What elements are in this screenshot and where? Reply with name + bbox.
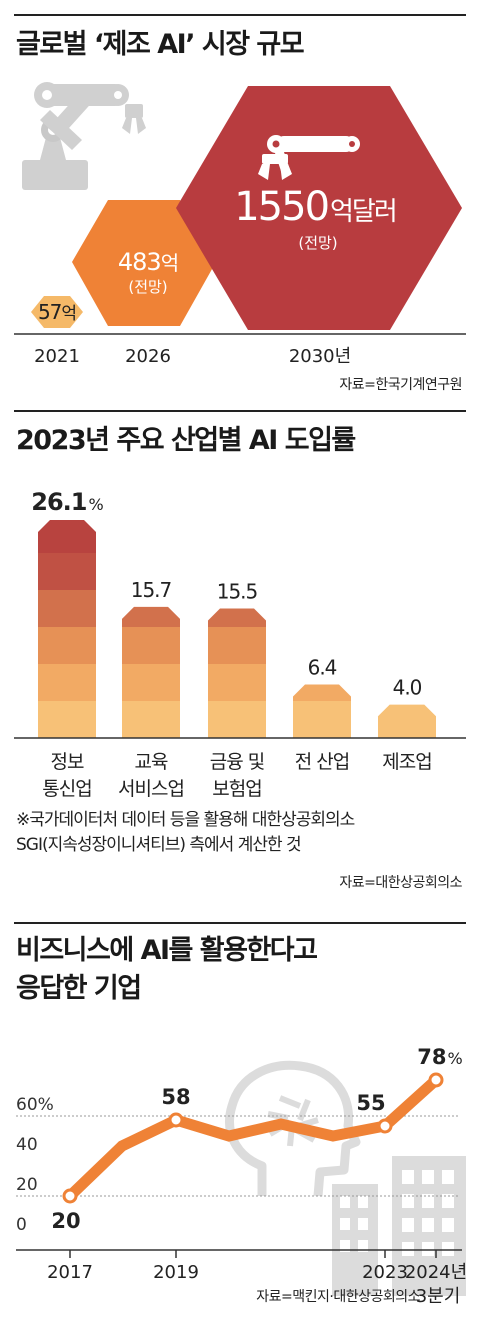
x-tick-label: 2024년 3분기 (405, 1262, 467, 1307)
section-rule (14, 410, 466, 412)
bar-5 (378, 704, 436, 738)
bar-1 (38, 520, 96, 738)
y-tick-label: 0 (16, 1215, 27, 1235)
y-tick-label: 40 (16, 1135, 38, 1155)
x-tick-label: 2023 (362, 1262, 408, 1283)
value-label: 15.7 (131, 578, 172, 602)
business-ai-usage-section: 비즈니스에 AI를 활용한다고 응답한 기업 (0, 920, 480, 1324)
x-tick-label: 2017 (47, 1262, 93, 1283)
value-label-2021: 57억 (38, 300, 76, 324)
year-label-2026: 2026 (125, 346, 171, 367)
data-label: 55 (356, 1091, 385, 1115)
data-point (428, 1072, 444, 1088)
category-label: 금융 및 보험업 (210, 751, 265, 798)
data-label: 78% (417, 1045, 462, 1069)
bar-4 (293, 684, 351, 738)
building-icon (332, 1156, 466, 1296)
data-point (168, 1112, 184, 1128)
category-label: 전 산업 (295, 751, 349, 773)
y-tick-label: 60% (16, 1095, 54, 1115)
market-chart-title: 글로벌 ‘제조 AI’ 시장 규모 (16, 29, 305, 60)
adoption-source: 자료=대한상공회의소 (339, 875, 462, 891)
category-label: 교육 서비스업 (118, 751, 184, 798)
market-hexagon-chart: 57억 483억 (전망) 1550억달러 (전망) 2021 2026 203… (14, 82, 466, 367)
section-rule (14, 922, 466, 924)
hexagon-2021 (31, 296, 83, 328)
adoption-note: ※국가데이터처 데이터 등을 활용해 대한상공회의소 SGI(지속성장이니셔티브… (16, 808, 355, 858)
bar-2 (122, 606, 180, 738)
value-label-2026: 483억 (118, 248, 178, 276)
year-label-2030: 2030년 (289, 346, 351, 367)
bar-3 (208, 608, 266, 738)
ai-adoption-section: 2023년 주요 산업별 AI 도입률 26.1% 정보 통신업 15.7 교육 서비스업… (0, 400, 480, 920)
value-label-2030: 1550억달러 (234, 184, 396, 230)
robot-arm-icon (22, 82, 146, 190)
usage-title-line-1: 비즈니스에 AI를 활용한다고 (16, 935, 318, 966)
value-label: 6.4 (308, 656, 337, 680)
usage-source: 자료=맥킨지·대한상공회의소 (256, 1289, 420, 1305)
adoption-chart-title: 2023년 주요 산업별 AI 도입률 (16, 425, 356, 456)
market-source: 자료=한국기계연구원 (339, 377, 462, 393)
series-line (66, 1075, 440, 1200)
robot-arm-icon-white (258, 135, 360, 180)
hexagon-2030 (176, 86, 462, 330)
category-label: 제조업 (382, 751, 431, 773)
value-label: 4.0 (393, 676, 422, 700)
usage-chart-title: 비즈니스에 AI를 활용한다고 응답한 기업 (16, 932, 318, 1008)
adoption-note-line-1: ※국가데이터처 데이터 등을 활용해 대한상공회의소 (16, 810, 355, 830)
usage-title-line-2: 응답한 기업 (16, 973, 142, 1004)
y-tick-label: 20 (16, 1175, 38, 1195)
adoption-note-line-2: SGI(지속성장이니셔티브) 측에서 계산한 것 (16, 835, 302, 855)
value-label: 26.1% (31, 488, 103, 516)
category-label: 정보 통신업 (42, 751, 91, 798)
forecast-note-2026: (전망) (128, 278, 167, 296)
x-tick-label: 2019 (153, 1262, 199, 1283)
value-label: 15.5 (217, 580, 258, 604)
data-point (62, 1188, 78, 1204)
hexagon-2026 (72, 200, 216, 326)
data-point (377, 1118, 393, 1134)
manufacturing-ai-market-section: 글로벌 ‘제조 AI’ 시장 규모 57억 483억 (전망) (0, 0, 480, 400)
data-label: 58 (161, 1085, 190, 1109)
year-label-2021: 2021 (34, 346, 80, 367)
forecast-note-2030: (전망) (298, 234, 337, 252)
adoption-bar-chart: 26.1 % 정보 통신업 15.7 교육 서비스업 15.5 금융 및 보험업 6.4 전 산업 4.… (14, 488, 466, 798)
data-label: 20 (51, 1209, 80, 1233)
section-top-rule (14, 14, 466, 16)
